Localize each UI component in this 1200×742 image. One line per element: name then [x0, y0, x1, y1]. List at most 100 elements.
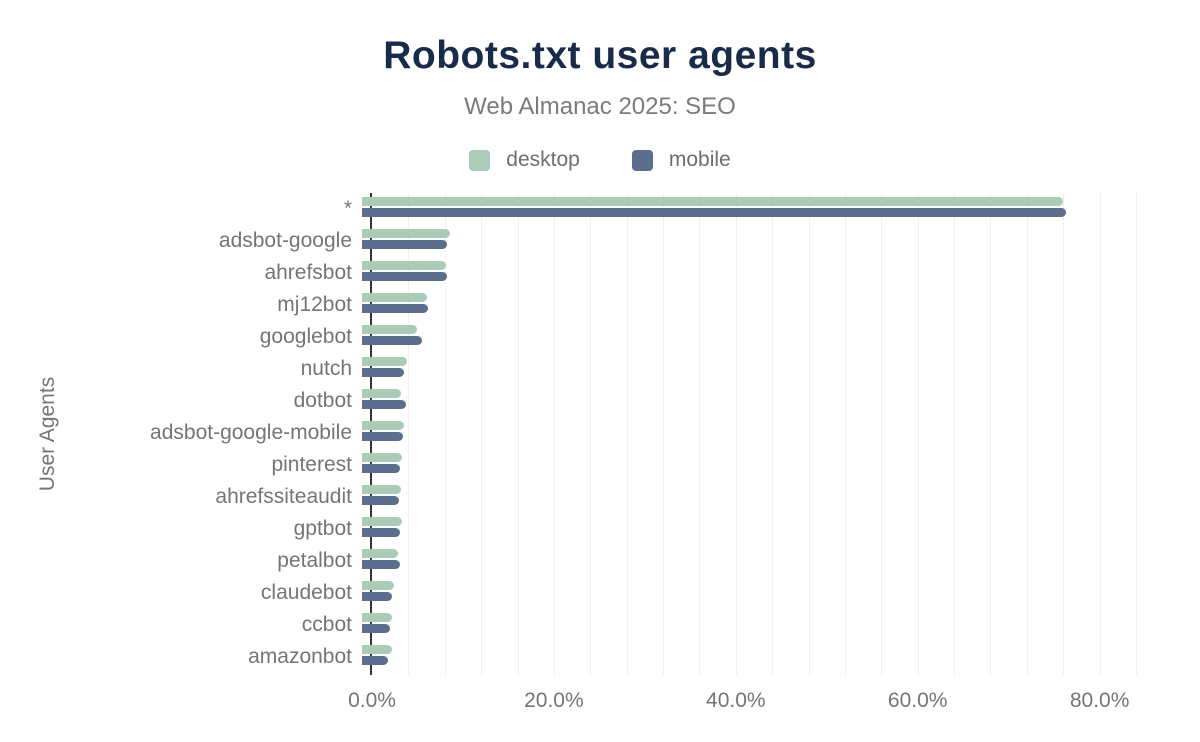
bar-desktop: [362, 485, 402, 494]
y-axis-label: claudebot: [260, 581, 352, 604]
bar-group: [362, 321, 1200, 353]
chart-subtitle: Web Almanac 2025: SEO: [464, 93, 736, 120]
y-axis-label: ahrefssiteaudit: [215, 485, 352, 508]
gridline: [772, 193, 774, 675]
bar-desktop: [362, 613, 392, 622]
bar-rows: * adsbot-google ahrefsbot mj12bot googlebot n…: [0, 193, 1200, 673]
bar-desktop: [362, 645, 392, 654]
bar-row: googlebot: [0, 321, 1200, 353]
gridline: [663, 193, 665, 675]
bar-group: [362, 641, 1200, 673]
bar-desktop: [362, 453, 403, 462]
gridline: [408, 193, 410, 675]
gridline: [626, 193, 628, 675]
bar-desktop: [362, 421, 404, 430]
y-axis-label: adsbot-google-mobile: [150, 421, 352, 444]
bar-mobile: [362, 528, 401, 537]
bar-mobile: [362, 240, 448, 249]
bar-row: *: [0, 193, 1200, 225]
bar-mobile: [362, 208, 1066, 217]
y-axis-label: googlebot: [259, 325, 352, 348]
gridline: [444, 193, 446, 675]
plot-area: [370, 193, 1137, 675]
bar-group: [362, 385, 1200, 417]
gridline: [517, 193, 519, 675]
bar-mobile: [362, 496, 400, 505]
bar-group: [362, 449, 1200, 481]
bar-mobile: [362, 624, 391, 633]
bar-desktop: [362, 229, 451, 238]
bar-row: ahrefssiteaudit: [0, 481, 1200, 513]
bar-desktop: [362, 293, 428, 302]
bar-mobile: [362, 592, 392, 601]
bar-group: [362, 353, 1200, 385]
bar-row: petalbot: [0, 545, 1200, 577]
y-axis-label: nutch: [300, 357, 352, 380]
bar-group: [362, 545, 1200, 577]
bar-mobile: [362, 432, 403, 441]
y-axis-label: amazonbot: [248, 645, 352, 668]
bar-row: nutch: [0, 353, 1200, 385]
bar-mobile: [362, 272, 448, 281]
bar-mobile: [362, 400, 406, 409]
bar-group: [362, 225, 1200, 257]
chart-area: User Agents * adsbot-google ahrefsbot mj12b…: [0, 188, 1200, 733]
gridline: [553, 193, 555, 675]
gridline: [699, 193, 701, 675]
y-axis-label: dotbot: [293, 389, 352, 412]
bar-row: adsbot-google: [0, 225, 1200, 257]
bar-group: [362, 577, 1200, 609]
y-axis-label: adsbot-google: [218, 229, 352, 252]
bar-row: ahrefsbot: [0, 257, 1200, 289]
y-axis-label: gptbot: [293, 517, 352, 540]
chart-title: Robots.txt user agents: [383, 34, 817, 77]
bar-mobile: [362, 656, 389, 665]
y-axis-label: mj12bot: [277, 293, 352, 316]
bar-desktop: [362, 581, 394, 590]
bar-row: mj12bot: [0, 289, 1200, 321]
x-axis-ticks: 0.0% 20.0% 40.0% 60.0% 80.0%: [348, 689, 1136, 719]
bar-row: gptbot: [0, 513, 1200, 545]
legend-swatch-desktop: [469, 149, 491, 171]
bar-row: adsbot-google-mobile: [0, 417, 1200, 449]
x-tick-label: 0.0%: [348, 689, 396, 712]
bar-row: amazonbot: [0, 641, 1200, 673]
gridline: [1136, 193, 1137, 675]
bar-row: pinterest: [0, 449, 1200, 481]
bar-group: [362, 481, 1200, 513]
bar-mobile: [362, 368, 404, 377]
gridline: [990, 193, 992, 675]
bar-mobile: [362, 560, 401, 569]
gridline: [590, 193, 592, 675]
gridline: [844, 193, 846, 675]
y-axis-label: *: [343, 197, 352, 220]
x-tick-label: 80.0%: [1069, 689, 1130, 712]
legend-swatch-mobile: [631, 149, 653, 171]
bar-desktop: [362, 325, 418, 334]
gridline: [1026, 193, 1028, 675]
bar-row: claudebot: [0, 577, 1200, 609]
legend: desktop mobile: [0, 148, 1200, 172]
bar-desktop: [362, 357, 407, 366]
bar-group: [362, 257, 1200, 289]
x-tick-label: 60.0%: [887, 689, 948, 712]
bar-group: [362, 609, 1200, 641]
gridline: [481, 193, 483, 675]
bar-desktop: [362, 197, 1064, 206]
gridline: [735, 193, 737, 675]
y-axis-label: ccbot: [301, 613, 352, 636]
bar-group: [362, 289, 1200, 321]
legend-label: desktop: [506, 148, 580, 171]
bar-group: [362, 513, 1200, 545]
gridline: [808, 193, 810, 675]
gridline: [1063, 193, 1065, 675]
y-axis-label: pinterest: [271, 453, 352, 476]
bar-desktop: [362, 517, 403, 526]
gridline: [954, 193, 956, 675]
x-tick-label: 40.0%: [706, 689, 766, 712]
bar-desktop: [362, 549, 399, 558]
x-tick-label: 20.0%: [524, 689, 584, 712]
y-axis-label: ahrefsbot: [264, 261, 352, 284]
gridline: [917, 193, 919, 675]
